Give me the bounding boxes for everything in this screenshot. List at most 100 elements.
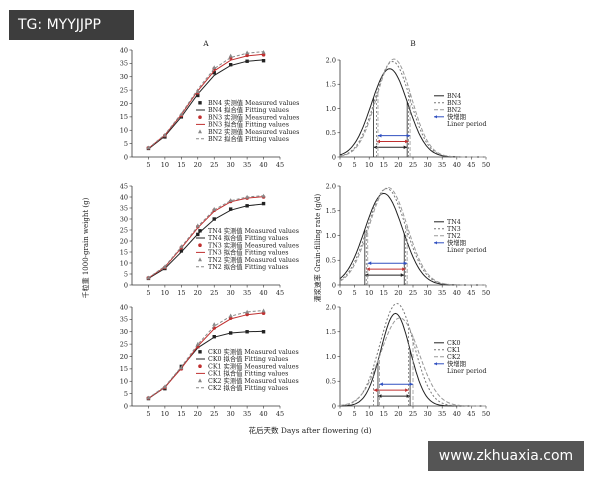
measured-point-ck0 — [212, 335, 216, 339]
arrowhead — [367, 261, 372, 266]
x-tick-label: 15 — [380, 289, 388, 297]
y-tick-label: 2.0 — [326, 182, 336, 190]
y-tick-label: 30 — [120, 215, 128, 223]
legend-label: 快增期 — [447, 238, 466, 247]
x-tick-label: 25 — [409, 289, 417, 297]
rate-curve-bn4 — [339, 68, 486, 158]
measured-point-bn2 — [162, 132, 167, 137]
measured-point-bn4 — [228, 63, 233, 67]
x-axis-caption: 花后天数 Days after flowering (d) — [248, 426, 372, 435]
panel-label-B: B — [410, 39, 416, 48]
arrowhead — [402, 267, 406, 271]
x-tick-label: 20 — [194, 289, 202, 297]
x-tick-label: 30 — [423, 161, 431, 169]
legend-marker — [198, 378, 202, 383]
measured-point-tn2 — [179, 244, 184, 249]
y-tick-label: 25 — [120, 86, 128, 94]
legend-marker — [198, 229, 202, 233]
legend-label: TN3 拟合值 Fitting values — [208, 248, 289, 257]
legend-label: 快增期 — [447, 112, 466, 121]
x-tick-label: 5 — [353, 289, 357, 297]
measured-point-bn3 — [245, 53, 249, 58]
x-tick-label: 10 — [161, 410, 169, 418]
measured-point-tn4 — [228, 207, 233, 211]
x-tick-label: 5 — [146, 161, 150, 169]
y-tick-label: 20 — [120, 100, 128, 108]
x-tick-label: 20 — [394, 289, 402, 297]
legend-marker — [198, 101, 202, 105]
y-tick-label: 1.5 — [326, 328, 336, 336]
x-tick-label: 5 — [353, 161, 357, 169]
measured-point-ck2 — [212, 322, 217, 326]
legend-label: CK0 实测值 Measured values — [208, 347, 299, 356]
legend-label: CK1 拟合值 Fitting values — [208, 369, 288, 378]
legend-marker — [198, 257, 202, 262]
measured-point-ck2 — [179, 365, 184, 370]
measured-point-tn2 — [146, 275, 151, 280]
measured-point-bn2 — [195, 89, 200, 94]
x-tick-label: 35 — [438, 161, 446, 169]
y-tick-label: 40 — [120, 46, 128, 54]
y-axis-caption-right: 灌浆速率 Grain-filling rate (g/d) — [314, 193, 322, 303]
y-tick-label: 30 — [120, 73, 128, 81]
x-tick-label: 15 — [177, 410, 185, 418]
y-tick-label: 0 — [332, 402, 336, 410]
fit-line-tn3 — [148, 196, 264, 279]
measured-point-bn4 — [245, 59, 249, 63]
legend-label: TN3 — [447, 226, 461, 233]
legend-label: Liner period — [447, 247, 487, 254]
x-tick-label: 15 — [380, 161, 388, 169]
x-tick-label: 15 — [177, 161, 185, 169]
measured-point-tn2 — [245, 194, 250, 199]
measured-point-bn4 — [261, 59, 266, 63]
y-tick-label: 30 — [120, 328, 128, 336]
fit-line-tn2 — [148, 195, 264, 279]
x-tick-label: 25 — [210, 289, 218, 297]
rate-curve-tn2 — [339, 186, 486, 286]
arrowhead — [379, 382, 383, 387]
measured-point-bn4 — [196, 93, 200, 98]
x-tick-label: 30 — [227, 289, 235, 297]
legend-label: BN3 实测值 Measured values — [208, 112, 299, 121]
y-tick-label: 35 — [120, 204, 128, 212]
y-tick-label: 15 — [120, 248, 128, 256]
legend-label: BN2 — [447, 107, 461, 114]
x-tick-label: 5 — [146, 289, 150, 297]
y-tick-label: 10 — [120, 259, 128, 267]
measured-point-tn4 — [196, 232, 200, 237]
x-tick-label: 20 — [394, 410, 402, 418]
measured-point-tn4 — [245, 204, 249, 208]
y-tick-label: 35 — [120, 60, 128, 68]
measured-point-ck2 — [245, 309, 250, 314]
legend-label: BN4 拟合值 Fitting values — [208, 105, 289, 114]
x-tick-label: 25 — [210, 410, 218, 418]
x-tick-label: 45 — [467, 289, 475, 297]
y-tick-label: 15 — [120, 365, 128, 373]
x-tick-label: 35 — [438, 289, 446, 297]
measured-point-bn2 — [228, 53, 233, 58]
legend-label: BN3 拟合值 Fitting values — [208, 120, 289, 129]
x-tick-label: 15 — [380, 410, 388, 418]
fit-line-ck2 — [148, 310, 264, 399]
measured-point-bn2 — [212, 65, 217, 69]
legend-marker — [198, 350, 202, 354]
y-tick-label: 2.0 — [326, 56, 336, 64]
arrowhead — [409, 382, 413, 387]
legend-label: BN3 — [447, 100, 461, 107]
measured-point-bn2 — [245, 50, 250, 55]
fit-line-tn4 — [148, 203, 264, 279]
measured-point-ck0 — [245, 330, 249, 334]
legend-label: BN4 — [447, 93, 461, 100]
x-tick-label: 40 — [453, 410, 461, 418]
measured-point-ck2 — [228, 313, 233, 318]
arrowhead — [434, 241, 437, 245]
x-tick-label: 15 — [177, 289, 185, 297]
x-tick-label: 40 — [259, 289, 267, 297]
measured-point-bn3 — [261, 53, 266, 57]
x-tick-label: 40 — [453, 289, 461, 297]
x-tick-label: 50 — [482, 161, 490, 169]
y-tick-label: 0 — [124, 153, 128, 161]
y-tick-label: 10 — [120, 378, 128, 386]
measured-point-ck0 — [261, 330, 266, 334]
rate-curve-bn2 — [339, 58, 486, 158]
